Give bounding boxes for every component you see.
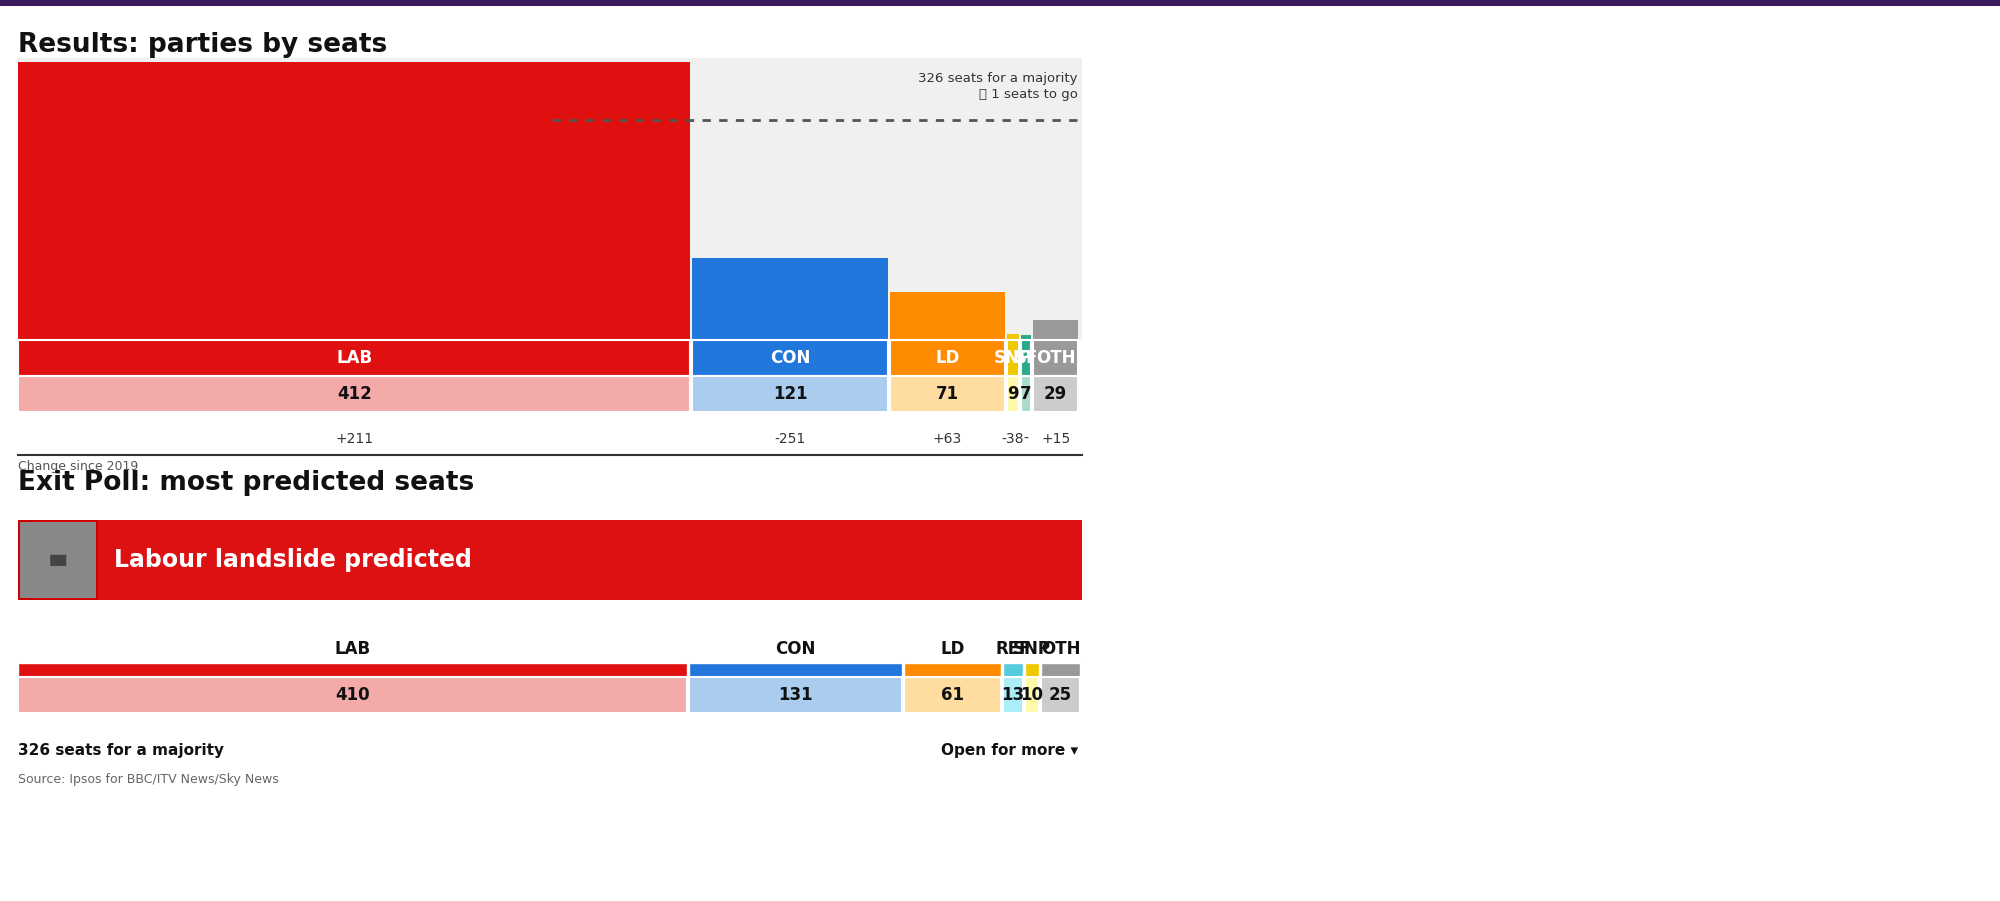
Bar	[18, 376, 690, 412]
Text: +211: +211	[336, 432, 374, 446]
Bar	[18, 520, 98, 600]
Text: 9: 9	[1008, 385, 1018, 403]
Text: 410: 410	[336, 686, 370, 704]
Text: Source: Ipsos for BBC/ITV News/Sky News: Source: Ipsos for BBC/ITV News/Sky News	[18, 773, 278, 786]
Text: OTH: OTH	[1040, 640, 1080, 658]
Bar	[1004, 663, 1022, 677]
Bar	[1006, 340, 1020, 376]
Text: SNP: SNP	[1012, 640, 1050, 658]
Bar	[1024, 663, 1040, 677]
Bar	[890, 376, 1004, 412]
Text: 10: 10	[1020, 686, 1044, 704]
Text: 121: 121	[774, 385, 808, 403]
Bar	[18, 62, 690, 340]
Bar	[20, 522, 96, 598]
Text: LD: LD	[940, 640, 964, 658]
Bar	[1024, 677, 1040, 713]
Text: LAB: LAB	[334, 640, 370, 658]
Text: 25: 25	[1048, 686, 1072, 704]
Text: Change since 2019: Change since 2019	[18, 460, 138, 473]
Bar	[690, 663, 902, 677]
Bar	[1022, 340, 1030, 376]
Text: +63: +63	[932, 432, 962, 446]
Bar	[1042, 677, 1080, 713]
Bar	[98, 520, 1082, 600]
Bar	[18, 663, 688, 677]
Text: 29: 29	[1044, 385, 1068, 403]
Bar	[890, 340, 1004, 376]
Text: 326 seats for a majority: 326 seats for a majority	[918, 72, 1078, 85]
Text: Results: parties by seats: Results: parties by seats	[18, 32, 388, 58]
Text: -251: -251	[774, 432, 806, 446]
Text: LAB: LAB	[336, 349, 372, 367]
Bar	[1042, 663, 1080, 677]
Text: 13: 13	[1002, 686, 1024, 704]
Bar	[692, 376, 888, 412]
Bar	[1006, 376, 1020, 412]
Bar	[1032, 376, 1078, 412]
Bar	[1022, 335, 1030, 340]
Text: REF: REF	[996, 640, 1030, 658]
Bar	[1006, 334, 1020, 340]
Bar	[1022, 376, 1030, 412]
Text: -38: -38	[1002, 432, 1024, 446]
Bar	[0, 0, 2000, 6]
Bar	[692, 259, 888, 340]
Bar	[18, 677, 688, 713]
Text: ⌛ 1 seats to go: ⌛ 1 seats to go	[980, 88, 1078, 101]
Bar	[904, 677, 1002, 713]
Text: 71: 71	[936, 385, 960, 403]
Text: ▐█▌: ▐█▌	[46, 554, 70, 566]
Bar	[1032, 340, 1078, 376]
Bar	[890, 292, 1004, 340]
Text: Open for more ▾: Open for more ▾	[940, 743, 1078, 758]
Text: -: -	[1024, 432, 1028, 446]
Text: 131: 131	[778, 686, 812, 704]
Text: 61: 61	[942, 686, 964, 704]
Text: 7: 7	[1020, 385, 1032, 403]
Text: CON: CON	[770, 349, 810, 367]
Bar	[1004, 677, 1022, 713]
Bar	[904, 663, 1002, 677]
Text: Labour landslide predicted: Labour landslide predicted	[114, 548, 472, 572]
Text: Exit Poll: most predicted seats: Exit Poll: most predicted seats	[18, 470, 474, 496]
Text: LD: LD	[936, 349, 960, 367]
Text: 326 seats for a majority: 326 seats for a majority	[18, 743, 224, 758]
Bar	[692, 340, 888, 376]
Bar	[18, 340, 690, 376]
Text: SNP: SNP	[994, 349, 1032, 367]
Text: 412: 412	[336, 385, 372, 403]
Text: CON: CON	[776, 640, 816, 658]
Text: +15: +15	[1042, 432, 1070, 446]
Text: SF: SF	[1014, 349, 1038, 367]
Bar	[1032, 321, 1078, 340]
Bar	[18, 58, 1082, 340]
Text: OTH: OTH	[1036, 349, 1076, 367]
Bar	[690, 677, 902, 713]
